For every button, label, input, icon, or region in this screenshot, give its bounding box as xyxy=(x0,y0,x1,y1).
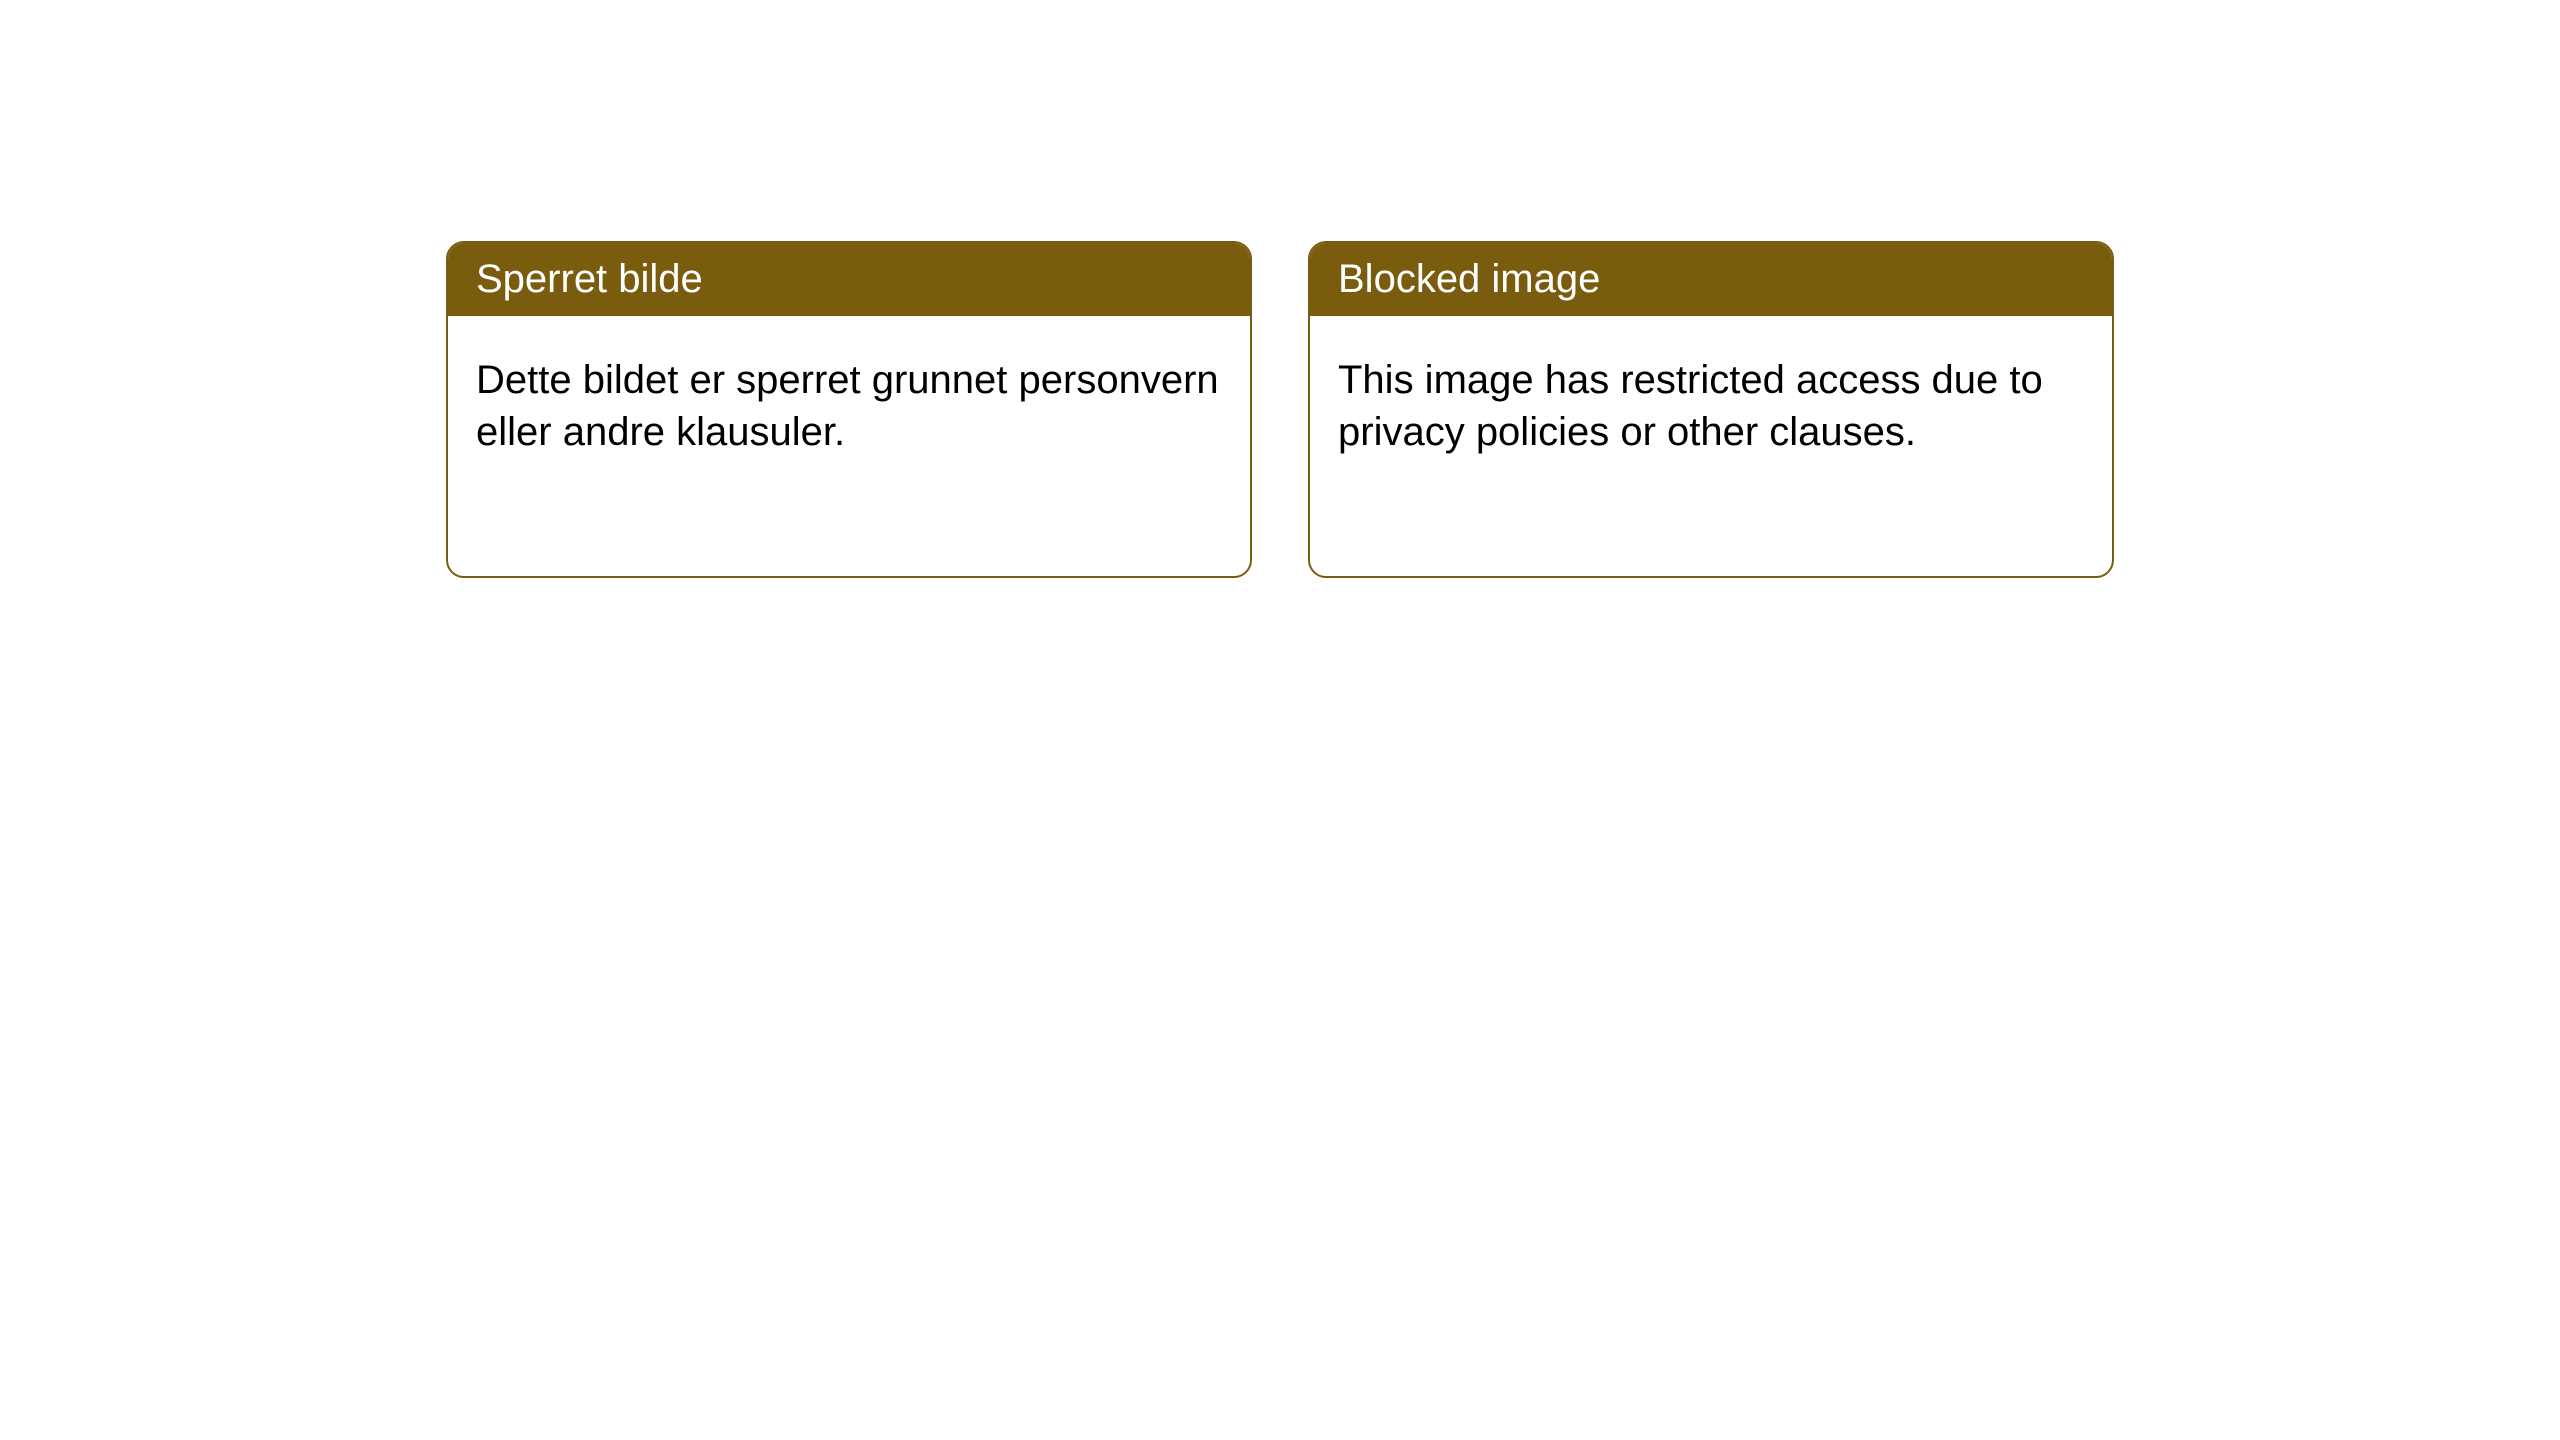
blocked-image-card-no: Sperret bilde Dette bildet er sperret gr… xyxy=(446,241,1252,578)
card-title-en: Blocked image xyxy=(1338,257,1600,301)
card-body-en: This image has restricted access due to … xyxy=(1310,316,2112,496)
card-body-no: Dette bildet er sperret grunnet personve… xyxy=(448,316,1250,496)
card-body-text-en: This image has restricted access due to … xyxy=(1338,358,2043,454)
card-title-no: Sperret bilde xyxy=(476,257,703,301)
blocked-image-card-en: Blocked image This image has restricted … xyxy=(1308,241,2114,578)
card-body-text-no: Dette bildet er sperret grunnet personve… xyxy=(476,358,1219,454)
card-header-no: Sperret bilde xyxy=(448,243,1250,316)
card-header-en: Blocked image xyxy=(1310,243,2112,316)
cards-container: Sperret bilde Dette bildet er sperret gr… xyxy=(0,0,2560,578)
